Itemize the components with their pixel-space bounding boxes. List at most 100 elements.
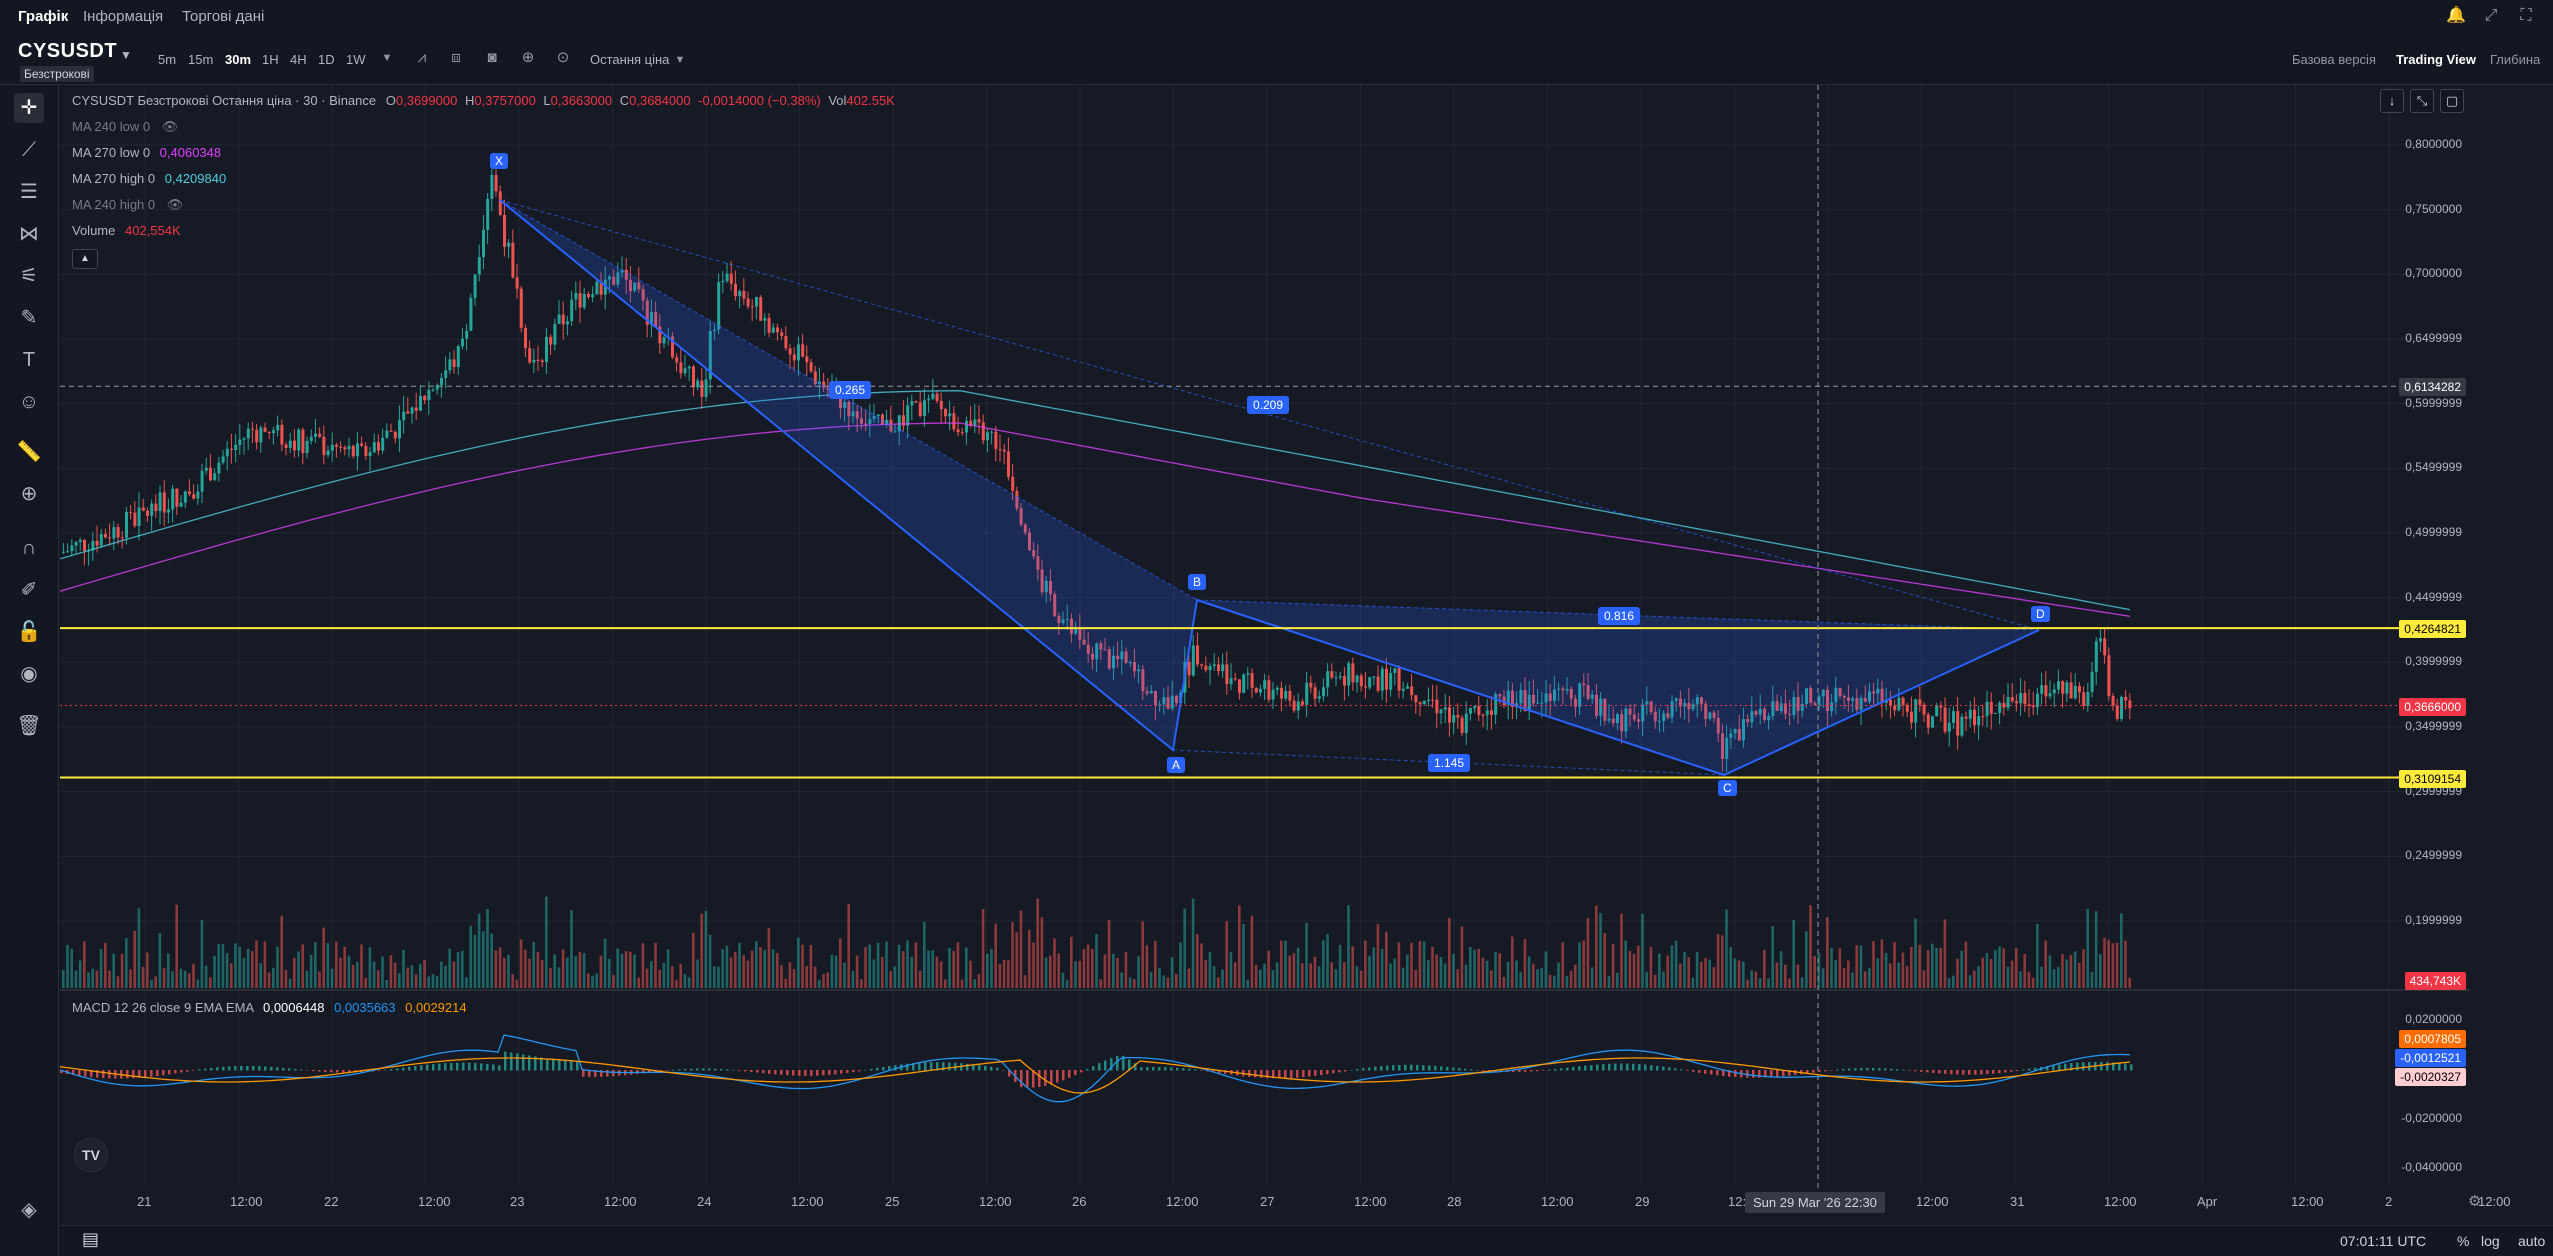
candle-body [1254, 687, 1258, 693]
price-tick-label: 0,6499999 [2405, 331, 2462, 345]
layers-icon[interactable]: ◈ [21, 1199, 37, 1221]
volume-bar [1939, 947, 1942, 988]
volume-bar [1947, 978, 1951, 988]
candle-body [1611, 718, 1615, 724]
macd-histogram-bar [1674, 1068, 1677, 1071]
timeframe-30m[interactable]: 30m [225, 52, 252, 67]
add-compare-icon[interactable]: ⊕ [521, 49, 535, 66]
symbol-name[interactable]: CYSUSDT [18, 40, 118, 62]
eye-hidden-icon[interactable]: 👁 [161, 119, 179, 134]
view-basic[interactable]: Базова версія [2292, 52, 2376, 67]
percent-toggle[interactable]: % [2457, 1233, 2470, 1249]
ruler-icon[interactable]: 📏 [16, 441, 42, 463]
volume-bar [2120, 913, 2123, 988]
eye-icon[interactable]: ◉ [20, 663, 38, 685]
log-toggle[interactable]: log [2481, 1233, 2500, 1249]
indicator-ma240-low[interactable]: MA 240 low 0 👁 [72, 119, 178, 135]
volume-bar [2069, 955, 2073, 988]
candle-body [175, 488, 179, 507]
tab-chart[interactable]: Графік [18, 8, 69, 25]
candle-body [1036, 556, 1040, 570]
macd-legend[interactable]: MACD 12 26 close 9 EMA EMA 0,0006448 0,0… [72, 1000, 467, 1015]
macd-histogram-bar [1776, 1070, 1779, 1077]
candle-body [713, 329, 716, 332]
collapse-icon[interactable]: ⤡ [2410, 89, 2434, 113]
macd-histogram-bar [1146, 1067, 1149, 1071]
trend-line-icon[interactable]: ⟋ [22, 139, 36, 161]
timeframe-5m[interactable]: 5m [158, 52, 177, 67]
candle-body [452, 359, 456, 368]
add-alert-icon[interactable]: ⊙ [556, 49, 570, 66]
indicators-icon[interactable]: ⩘ [417, 49, 427, 66]
volume-bar [1343, 962, 1346, 988]
candle-body [314, 433, 317, 437]
volume-bar [280, 915, 283, 988]
fullscreen-icon[interactable]: ▢ [2440, 89, 2464, 113]
magnet-icon[interactable]: ∩ [21, 537, 37, 559]
pattern-point-x[interactable]: X [490, 153, 509, 169]
volume-bar [1863, 971, 1867, 988]
crosshair-icon[interactable]: ✛ [14, 93, 44, 123]
lock-drawings-icon[interactable]: ✐ [20, 579, 38, 601]
chart-canvas[interactable] [60, 85, 2470, 1195]
macd-histogram-bar [942, 1062, 945, 1071]
volume-bar [742, 955, 745, 988]
camera-icon[interactable]: ◙ [487, 49, 497, 66]
price-type-select[interactable]: Остання ціна [590, 52, 670, 67]
chart-type-icon[interactable]: ⧈ [451, 49, 461, 66]
timeframe-4h[interactable]: 4H [290, 52, 307, 67]
pattern-tool-icon[interactable]: ⋈ [19, 223, 39, 245]
clock[interactable]: 07:01:11 UTC [2340, 1233, 2427, 1249]
timeframe-1w[interactable]: 1W [346, 52, 366, 67]
pattern-point-a[interactable]: A [1167, 757, 1186, 773]
download-icon[interactable]: ↓ [2380, 89, 2404, 113]
macd-histogram-bar [756, 1070, 759, 1073]
settings-gear-icon[interactable]: ⚙ [2468, 1193, 2482, 1210]
text-tool-icon[interactable]: T [22, 349, 36, 371]
macd-histogram-bar [1182, 1068, 1185, 1071]
volume-bar [1061, 972, 1065, 988]
indicator-ma240-high[interactable]: MA 240 high 0 👁 [72, 197, 183, 213]
macd-histogram-bar [1938, 1070, 1941, 1074]
chevron-down-icon[interactable]: ▼ [674, 54, 686, 66]
volume-bar [1078, 960, 1081, 988]
link-icon[interactable]: ⤢ [2484, 7, 2498, 24]
zoom-in-icon[interactable]: ⊕ [20, 483, 38, 505]
tab-info[interactable]: Інформація [83, 8, 164, 25]
indicator-volume[interactable]: Volume 402,554K [72, 223, 181, 238]
timeframe-1h[interactable]: 1H [262, 52, 279, 67]
pattern-point-c[interactable]: C [1718, 780, 1737, 796]
indicator-ma270-high[interactable]: MA 270 high 0 0,4209840 [72, 171, 226, 186]
candle-body [1935, 705, 1939, 717]
candle-body [574, 293, 578, 300]
calendar-icon[interactable]: ▤ [82, 1229, 100, 1249]
trash-icon[interactable]: 🗑 [16, 715, 42, 737]
timeframe-dropdown-icon[interactable]: ▼ [381, 52, 393, 64]
brush-icon[interactable]: ✎ [20, 307, 38, 329]
forecast-tool-icon[interactable]: ⚟ [20, 265, 38, 287]
symbol-dropdown-icon[interactable]: ▼ [120, 48, 132, 62]
volume-bar [1889, 963, 1892, 988]
bell-icon[interactable]: 🔔 [2446, 7, 2466, 24]
fib-tool-icon[interactable]: ☰ [20, 181, 38, 203]
indicator-ma270-low[interactable]: MA 270 low 0 0,4060348 [72, 145, 221, 160]
view-tradingview[interactable]: Trading View [2396, 52, 2476, 67]
collapse-legend-icon[interactable]: ▲ [72, 249, 98, 269]
timeframe-1d[interactable]: 1D [318, 52, 335, 67]
legend-title: CYSUSDT Безстрокові Остання ціна · 30 · … [72, 93, 377, 108]
macd-histogram-bar [426, 1064, 429, 1071]
auto-toggle[interactable]: auto [2518, 1233, 2546, 1249]
pattern-point-d[interactable]: D [2031, 606, 2050, 622]
eye-hidden-icon[interactable]: 👁 [166, 197, 184, 212]
timeframe-15m[interactable]: 15m [188, 52, 214, 67]
emoji-icon[interactable]: ☺ [18, 391, 40, 413]
tradingview-logo[interactable]: TV [74, 1138, 108, 1172]
chart-pane[interactable]: CYSUSDT Безстрокові Остання ціна · 30 · … [60, 85, 2470, 1195]
view-depth[interactable]: Глибина [2490, 52, 2541, 67]
lock-icon[interactable]: 🔓 [16, 621, 42, 643]
macd-histogram-bar [276, 1067, 279, 1071]
tab-trading-data[interactable]: Торгові дані [182, 8, 265, 25]
candle-body [1397, 668, 1401, 691]
pattern-point-b[interactable]: B [1188, 574, 1207, 590]
expand-icon[interactable]: ⛶ [2520, 7, 2532, 24]
